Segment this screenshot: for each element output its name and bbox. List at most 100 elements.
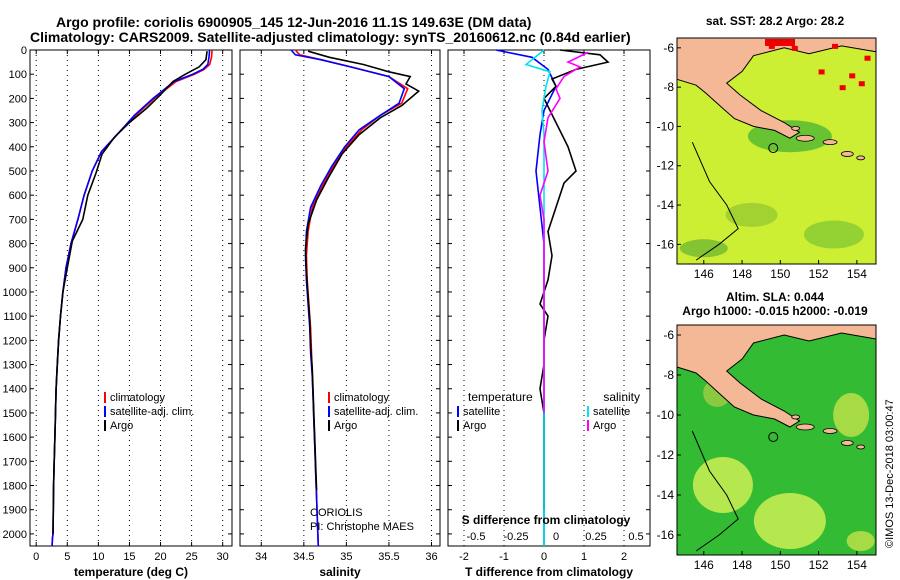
difference-series-argo [539, 49, 610, 510]
difference-top-tick-label: -0.25 [503, 531, 528, 543]
sla-island [791, 414, 801, 420]
temperature-xlabel: temperature (deg C) [74, 565, 188, 579]
sst-island [840, 151, 854, 157]
depth-tick-label: 1900 [3, 505, 27, 517]
sla-field-blob [692, 457, 753, 513]
salinity-annotation-agency: CORIOLIS [310, 507, 363, 519]
footer-stamp: ©IMOS 13-Dec-2018 03:00:47 [884, 399, 896, 548]
sst-profile-marker [768, 143, 779, 154]
temperature-legend-swatch [104, 392, 106, 403]
sst-warm-pixel [791, 45, 798, 51]
salinity-frame [239, 49, 441, 547]
depth-tick-label: 800 [9, 239, 27, 251]
depth-tick-label: 600 [9, 190, 27, 202]
sla-xtick-label: 150 [770, 558, 790, 572]
figure-title-line1: Argo profile: coriolis 6900905_145 12-Ju… [56, 14, 532, 30]
sst-warm-pixel [765, 38, 796, 46]
sst-xtick-label: 150 [770, 267, 790, 281]
sla-map-frame [676, 324, 877, 556]
sst-warm-pixel [864, 55, 871, 61]
sst-map-title: sat. SST: 28.2 Argo: 28.2 [706, 14, 845, 28]
salinity-xtick-label: 35.5 [378, 551, 399, 563]
temperature-xtick-label: 10 [92, 551, 104, 563]
difference-salinity-legend-label: Argo [593, 420, 616, 432]
sst-island [822, 139, 838, 146]
difference-temperature-legend-swatch [457, 406, 459, 417]
temperature-legend-swatch [104, 420, 106, 431]
sla-island [822, 428, 838, 434]
temperature-legend-label: climatology [110, 392, 166, 404]
salinity-legend-swatch [328, 420, 330, 431]
difference-legend-temperature-header: temperature [468, 390, 533, 404]
sst-ytick-label: -16 [657, 237, 675, 251]
salinity-xtick-label: 36 [425, 551, 437, 563]
sla-ytick-label: -8 [663, 368, 674, 382]
salinity-series-climatology [294, 49, 409, 547]
sst-warm-pixel [849, 73, 856, 79]
sst-island [795, 134, 815, 142]
sla-xtick-label: 148 [732, 558, 752, 572]
temperature-legend-label: Argo [110, 420, 133, 432]
temperature-legend-swatch [104, 406, 106, 417]
sla-ytick-label: -16 [657, 528, 675, 542]
depth-tick-label: 1400 [3, 384, 27, 396]
temperature-legend-label: satellite-adj. clim. [110, 406, 194, 418]
sst-island [791, 125, 801, 131]
sla-reef-contour [691, 430, 739, 552]
sst-warm-pixel [831, 43, 838, 49]
depth-tick-label: 400 [9, 142, 27, 154]
sst-map-panel: sat. SST: 28.2 Argo: 28.2 146 148 150 152 154… [657, 14, 877, 281]
sla-xtick-label: 146 [694, 558, 714, 572]
sla-xtick-label: 154 [847, 558, 867, 572]
salinity-xlabel: salinity [319, 565, 361, 579]
temperature-xtick-label: 5 [64, 551, 70, 563]
sst-xtick-label: 148 [732, 267, 752, 281]
salinity-panel: 34 34.5 35 35.5 36 salinity climatology satelli… [239, 49, 441, 579]
difference-xtick-label: -2 [459, 551, 469, 563]
sst-xtick-label: 152 [809, 267, 829, 281]
sla-ytick-label: -14 [657, 488, 675, 502]
difference-legend-salinity-header: salinity [603, 390, 640, 404]
salinity-legend-label: Argo [334, 420, 357, 432]
temperature-xtick-label: 25 [185, 551, 197, 563]
difference-xtick-label: -1 [499, 551, 509, 563]
sla-ytick-label: -12 [657, 448, 675, 462]
difference-xtick-label: 1 [581, 551, 587, 563]
sla-island [840, 440, 854, 446]
depth-tick-label: 1500 [3, 408, 27, 420]
difference-salinity-legend-swatch [587, 420, 589, 431]
sst-land [676, 37, 877, 139]
depth-tick-label: 1100 [3, 311, 27, 323]
difference-salinity-legend-swatch [587, 406, 589, 417]
depth-tick-label: 200 [9, 93, 27, 105]
sst-ytick-label: -6 [663, 41, 674, 55]
temperature-xtick-label: 15 [123, 551, 135, 563]
depth-tick-label: 500 [9, 166, 27, 178]
sla-ytick-label: -10 [657, 408, 675, 422]
difference-panel: -2 -0.5 -1 -0.25 00 1 0.25 20.5 T difference fro… [447, 49, 651, 579]
temperature-xtick-label: 30 [217, 551, 229, 563]
sst-warm-pixel [858, 81, 865, 87]
difference-series-argo [539, 51, 589, 413]
difference-xlabel-top: S difference from climatology [462, 513, 631, 527]
sla-map-title-line2: Argo h1000: -0.015 h2000: -0.019 [682, 304, 868, 318]
depth-tick-label: 1000 [3, 287, 27, 299]
depth-tick-label: 900 [9, 263, 27, 275]
difference-top-tick-label: 0 [553, 531, 559, 543]
temperature-frame [29, 49, 233, 547]
depth-tick-label: 0 [21, 45, 27, 57]
temperature-xtick-label: 0 [33, 551, 39, 563]
sla-ytick-label: -6 [663, 328, 674, 342]
sst-field-blob [803, 220, 864, 249]
difference-top-tick-label: 0.5 [628, 531, 643, 543]
sst-xtick-label: 154 [847, 267, 867, 281]
sst-warm-pixel [768, 43, 775, 49]
sst-map-frame [676, 37, 877, 265]
difference-top-tick-label: -0.5 [467, 531, 486, 543]
sst-warm-pixel [818, 69, 825, 75]
depth-tick-label: 1600 [3, 432, 27, 444]
salinity-xtick-label: 34 [255, 551, 267, 563]
sst-field-blob [679, 239, 728, 258]
sst-island [856, 155, 866, 161]
